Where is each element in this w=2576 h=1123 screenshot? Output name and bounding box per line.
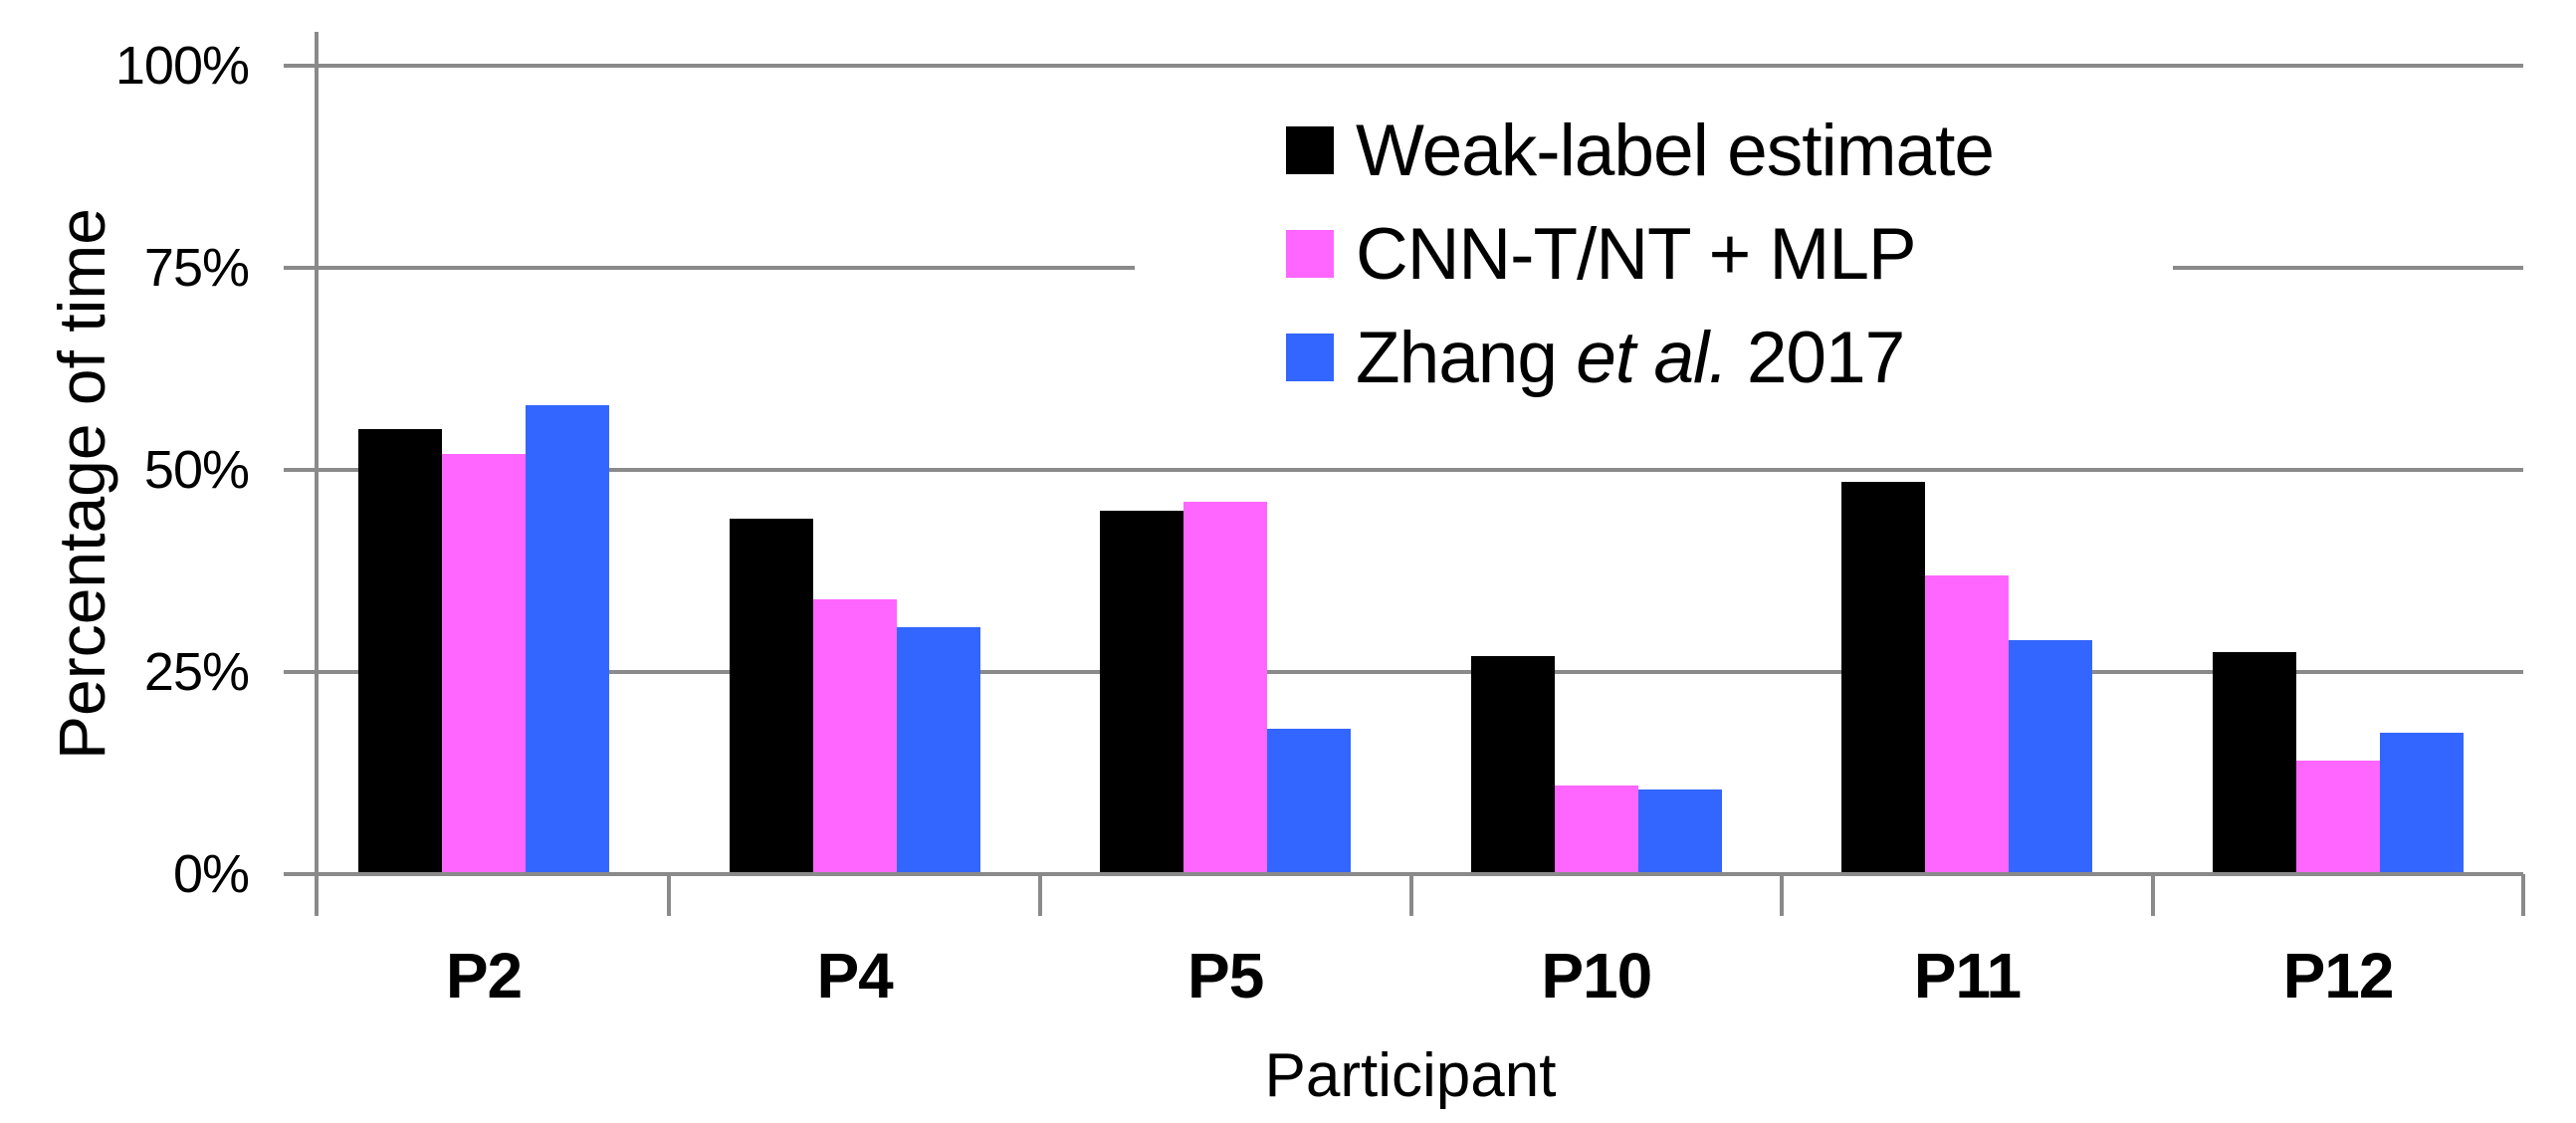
legend-label: CNN-T/NT + MLP — [1356, 213, 1917, 295]
y-tick-label: 0% — [172, 844, 250, 904]
x-axis-line — [284, 872, 2523, 876]
bar-p11-s0 — [1841, 482, 1926, 874]
bar-p2-s2 — [526, 405, 609, 874]
y-tick-label: 75% — [143, 238, 250, 298]
legend-swatch-zhang-2017 — [1286, 334, 1334, 381]
legend-label-italic: et al. — [1576, 317, 1728, 398]
x-axis-tick — [1038, 874, 1042, 916]
legend-item: Weak-label estimate — [1286, 103, 1995, 198]
bar-p4-s2 — [896, 627, 980, 874]
gridline — [284, 468, 2523, 472]
bar-p5-s1 — [1183, 502, 1268, 874]
x-axis-tick — [667, 874, 671, 916]
bar-p5-s2 — [1267, 728, 1352, 874]
bar-p5-s0 — [1100, 510, 1184, 874]
bar-p12-s0 — [2213, 651, 2296, 874]
bar-p12-s1 — [2296, 761, 2380, 874]
x-axis-tick — [1780, 874, 1784, 916]
bar-p10-s2 — [1637, 788, 1722, 874]
x-category-label: P2 — [445, 940, 523, 1011]
x-category-label: P4 — [816, 940, 893, 1011]
x-category-label: P10 — [1541, 940, 1652, 1011]
legend: Weak-label estimate CNN-T/NT + MLP Zhang… — [1135, 85, 2173, 443]
x-category-label: P11 — [1913, 940, 2022, 1011]
bar-p11-s1 — [1925, 574, 2010, 874]
y-tick-label: 100% — [114, 36, 250, 96]
legend-label-pre: Zhang — [1356, 317, 1577, 398]
y-tick-label: 25% — [143, 642, 250, 702]
y-axis-line — [315, 32, 319, 874]
bar-p12-s2 — [2380, 732, 2464, 874]
x-axis-tick — [1409, 874, 1413, 916]
legend-swatch-weak-label — [1286, 126, 1334, 174]
legend-label: Weak-label estimate — [1356, 110, 1995, 191]
legend-label: Zhang et al. 2017 — [1356, 322, 1905, 394]
x-category-label: P12 — [2282, 940, 2395, 1011]
bar-p4-s1 — [812, 598, 897, 874]
x-axis-title: Participant — [1264, 1041, 1557, 1110]
x-axis-tick — [315, 874, 319, 916]
bar-p11-s2 — [2009, 639, 2093, 874]
gridline — [284, 670, 2523, 674]
bar-p2-s0 — [358, 429, 442, 874]
x-axis-tick — [2521, 874, 2525, 916]
bar-p10-s0 — [1470, 655, 1555, 874]
legend-label-post: 2017 — [1727, 317, 1905, 398]
legend-swatch-cnn-t-nt-mlp — [1286, 230, 1334, 278]
bar-p2-s1 — [442, 453, 526, 874]
x-axis-tick — [2151, 874, 2155, 916]
gridline — [284, 64, 2523, 68]
legend-item: Zhang et al. 2017 — [1286, 310, 1905, 405]
legend-item: CNN-T/NT + MLP — [1286, 206, 1917, 302]
bar-p4-s0 — [729, 518, 813, 874]
x-category-label: P5 — [1187, 940, 1264, 1011]
y-tick-label: 50% — [143, 440, 250, 500]
bar-p10-s1 — [1554, 785, 1638, 874]
